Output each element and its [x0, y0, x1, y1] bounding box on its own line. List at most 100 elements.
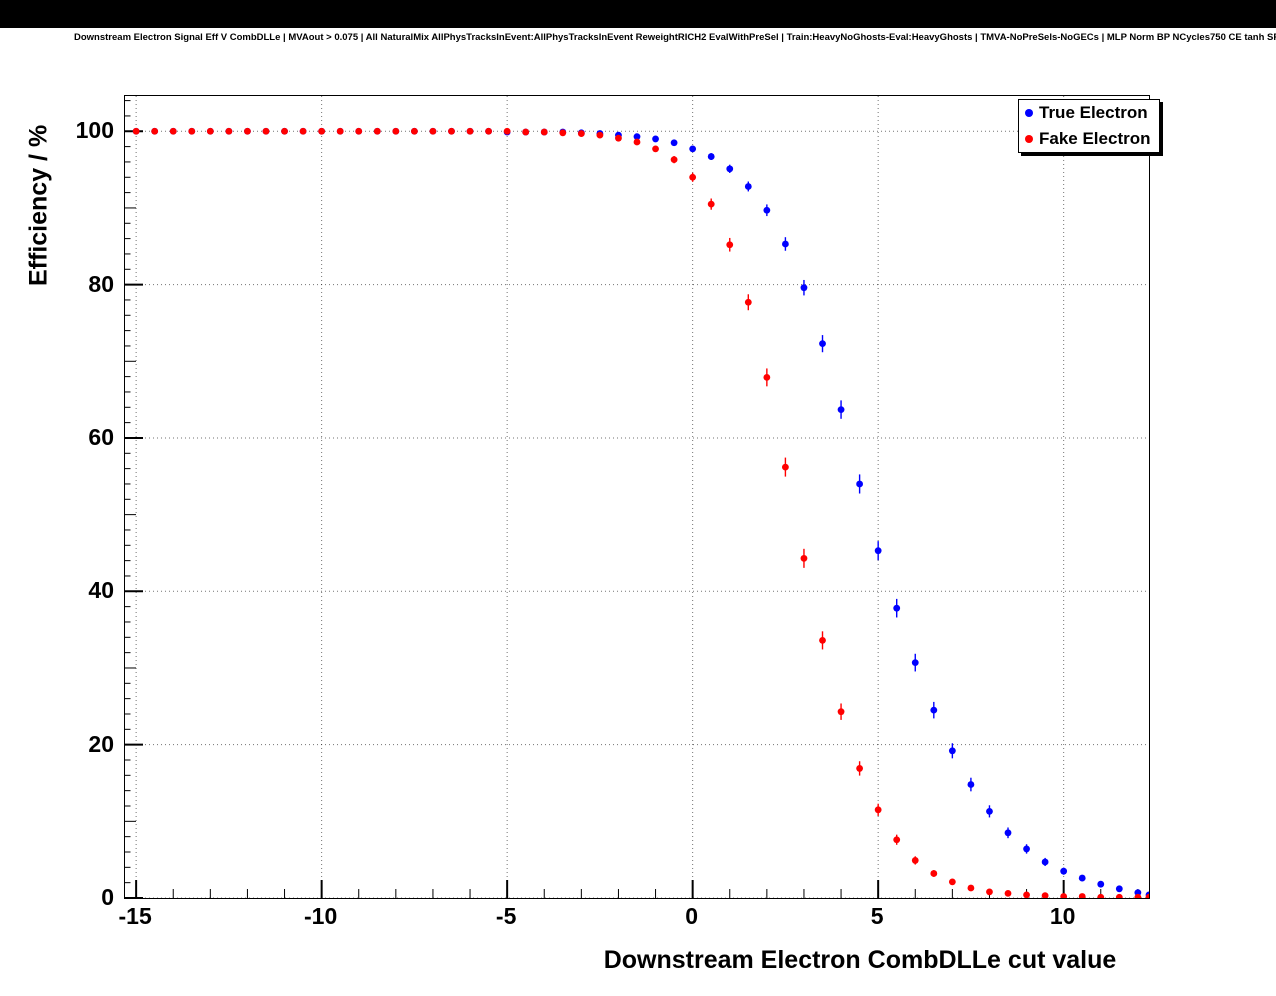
data-point	[819, 636, 826, 644]
data-point	[967, 884, 975, 892]
red-marker-icon	[1025, 135, 1033, 143]
data-point	[429, 127, 437, 135]
data-point	[596, 131, 604, 139]
data-point	[1097, 893, 1105, 898]
data-point	[1078, 874, 1086, 882]
data-point	[670, 156, 678, 164]
legend: True Electron Fake Electron	[1018, 99, 1160, 153]
data-point	[485, 127, 492, 135]
data-point	[577, 130, 585, 137]
data-point	[206, 127, 214, 135]
data-point	[1041, 858, 1049, 866]
data-point	[948, 747, 956, 755]
data-point	[911, 659, 919, 667]
data-point	[169, 127, 177, 135]
data-point	[1134, 893, 1142, 898]
y-tick-label: 20	[88, 730, 114, 757]
data-point	[893, 836, 901, 844]
y-tick-label: 40	[88, 577, 114, 604]
data-point	[670, 139, 678, 147]
data-point	[856, 480, 864, 488]
y-tick-label: 60	[88, 423, 114, 450]
data-point	[1004, 829, 1012, 837]
legend-item-true-electron: True Electron	[1019, 100, 1159, 126]
data-point	[373, 127, 381, 135]
data-point	[225, 127, 233, 135]
data-point	[1041, 892, 1049, 898]
data-point	[448, 127, 455, 135]
data-point	[262, 127, 270, 135]
legend-label: True Electron	[1039, 103, 1148, 122]
data-point	[819, 340, 826, 348]
data-point	[281, 127, 288, 135]
data-point	[1023, 845, 1030, 853]
data-point	[967, 781, 975, 788]
y-tick-label: 0	[101, 884, 114, 910]
series-fake-electron	[132, 127, 1149, 898]
data-point	[132, 127, 140, 135]
data-point	[355, 127, 363, 135]
data-point	[299, 127, 307, 135]
data-point	[930, 706, 938, 714]
plot-title: Downstream Electron Signal Eff V CombDLL…	[74, 32, 1276, 43]
legend-label: Fake Electron	[1039, 129, 1151, 148]
data-point	[874, 547, 882, 555]
blue-marker-icon	[1025, 109, 1033, 117]
data-point	[1097, 880, 1105, 888]
data-point	[782, 463, 789, 471]
plot-area	[125, 96, 1149, 898]
x-tick-label: -5	[495, 903, 517, 929]
data-point	[837, 708, 845, 716]
legend-item-fake-electron: Fake Electron	[1019, 126, 1159, 152]
data-point	[559, 129, 567, 137]
data-point	[1115, 885, 1123, 893]
data-point	[1078, 893, 1086, 898]
data-point	[244, 127, 251, 135]
plot-frame	[124, 95, 1150, 899]
data-point	[874, 806, 882, 814]
data-point	[986, 807, 993, 815]
data-point	[1145, 893, 1149, 898]
data-point	[633, 133, 641, 141]
data-point	[744, 183, 752, 190]
data-point	[188, 127, 196, 135]
data-point	[615, 134, 622, 142]
x-tick-label: -10	[304, 903, 338, 929]
data-point	[893, 604, 901, 612]
data-point	[151, 127, 159, 135]
data-point	[689, 145, 697, 153]
data-point	[800, 554, 808, 562]
data-point	[466, 127, 474, 135]
data-point	[744, 298, 752, 306]
data-point	[763, 206, 771, 214]
data-point	[856, 765, 864, 772]
data-point	[1115, 893, 1123, 898]
y-tick-label: 80	[88, 270, 114, 297]
data-point	[318, 127, 326, 135]
data-point	[689, 173, 697, 181]
data-point	[707, 200, 715, 208]
data-point	[837, 406, 845, 413]
data-point	[410, 127, 418, 135]
data-point	[1060, 867, 1068, 875]
y-tick-label: 100	[75, 117, 114, 144]
data-point	[522, 128, 530, 136]
x-tick-label: 0	[685, 903, 699, 929]
data-point	[1060, 893, 1068, 898]
data-point	[930, 870, 938, 877]
data-point	[911, 857, 919, 864]
x-axis-title: Downstream Electron CombDLLe cut value	[603, 946, 1117, 974]
x-tick-label: -15	[118, 903, 152, 929]
data-point	[503, 127, 511, 135]
data-point	[986, 888, 993, 896]
data-point	[652, 145, 659, 153]
data-point	[633, 138, 641, 146]
data-point	[1004, 889, 1012, 897]
x-tick-label: 5	[870, 903, 884, 929]
data-point	[800, 284, 808, 292]
y-axis-title: Efficiency / %	[24, 124, 53, 286]
data-point	[652, 135, 659, 143]
data-point	[948, 878, 956, 886]
data-point	[707, 153, 715, 160]
